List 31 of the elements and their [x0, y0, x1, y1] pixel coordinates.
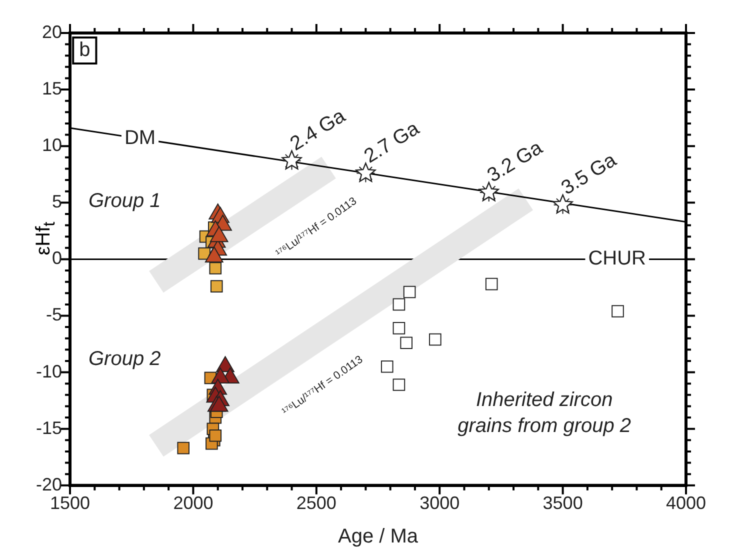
annotation: 3.5 Ga	[558, 148, 621, 200]
point	[392, 298, 406, 311]
point	[209, 262, 222, 274]
annotation: Group 1	[88, 190, 161, 212]
annotation: 2.4 Ga	[286, 104, 350, 156]
y-tick-label: 20	[42, 22, 62, 42]
x-tick-label: 1500	[50, 493, 90, 514]
y-tick-label: 5	[52, 192, 62, 212]
ref-line-label: CHUR	[588, 248, 646, 270]
annotation: 2.7 Ga	[360, 117, 424, 168]
annotation: Group 2	[88, 348, 161, 370]
x-tick-label: 3500	[542, 493, 583, 514]
x-tick-label: 2500	[296, 493, 336, 514]
annotation: b	[79, 39, 90, 62]
annotation: Inherited zircon grains from group 2	[458, 388, 632, 437]
x-axis-title: Age / Ma	[338, 526, 419, 548]
x-tick-label: 2000	[173, 493, 214, 514]
annotation: 3.2 Ga	[484, 136, 548, 187]
point	[177, 442, 190, 454]
y-tick-label: -5	[46, 304, 62, 325]
point	[210, 280, 223, 292]
x-tick-label: 4000	[666, 493, 706, 514]
y-tick-label: -15	[36, 418, 62, 438]
y-tick-label: 10	[42, 135, 62, 156]
x-tick-label: 3000	[420, 493, 460, 514]
y-tick-label: -10	[36, 361, 62, 382]
point	[209, 429, 222, 442]
series-label: DM	[124, 127, 156, 150]
point	[403, 286, 416, 298]
y-tick-label: 15	[42, 78, 62, 99]
y-tick-label: -20	[36, 474, 62, 494]
